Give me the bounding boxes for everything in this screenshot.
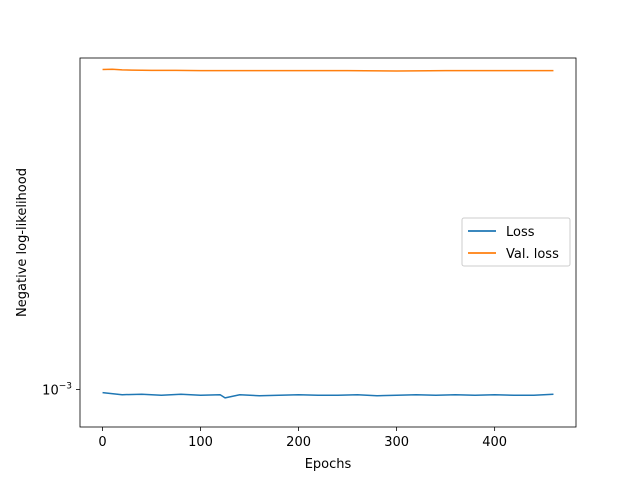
legend: Loss Val. loss (461, 217, 571, 267)
y-axis-label: Negative log-likelihood (15, 168, 30, 317)
x-tick-label: 300 (384, 435, 409, 450)
legend-box (461, 217, 571, 267)
legend-label-1: Loss (506, 225, 535, 240)
series-line-2 (102, 68, 554, 72)
y-tick-label: 10−3 (42, 382, 72, 399)
ticks-layer: 0 100 200 300 400 10−3 (42, 382, 507, 450)
axes-spines (79, 57, 577, 428)
axes-frame (79, 57, 577, 428)
x-tick-label: 200 (286, 435, 311, 450)
x-tick-label: 0 (98, 435, 106, 450)
series-layer (102, 68, 554, 399)
x-tick-label: 400 (482, 435, 507, 450)
x-tick-label: 100 (188, 435, 213, 450)
x-axis-label: Epochs (305, 457, 352, 472)
series-line-1 (102, 391, 554, 399)
legend-label-2: Val. loss (506, 247, 559, 262)
